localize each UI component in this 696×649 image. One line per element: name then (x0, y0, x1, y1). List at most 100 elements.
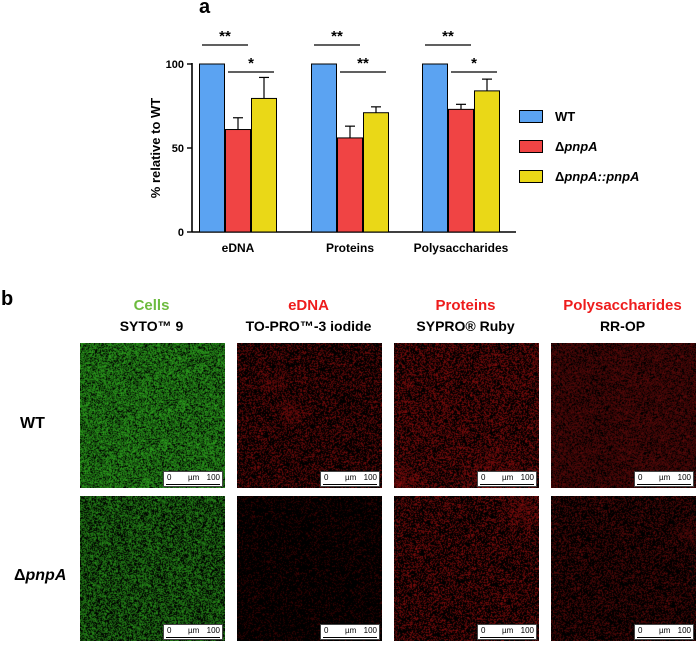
x-tick-label-proteins: Proteins (326, 241, 374, 255)
bar-polysaccharides-1 (448, 108, 474, 233)
scale-bar-end: 100 (520, 473, 534, 482)
scale-bar-unit: µm (188, 473, 200, 482)
scale-bar-ticks (637, 634, 691, 638)
bar-polysaccharides-0 (422, 63, 448, 233)
scale-bar: 0 µm 100 (477, 624, 537, 640)
scale-bar-ticks (323, 481, 377, 485)
significance-label-4: ** (442, 28, 454, 45)
column-target-edna: eDNA (288, 297, 329, 314)
legend-item-pnpa: ΔpnpA (519, 134, 639, 158)
scale-bar-unit: µm (345, 473, 357, 482)
legend-swatch-pnpa-complement (519, 169, 543, 183)
scale-bar-unit: µm (659, 473, 671, 482)
micrograph-image (237, 343, 382, 488)
scale-bar-end: 100 (520, 626, 534, 635)
legend-item-wt: WT (519, 104, 639, 128)
legend-label-pnpa-complement: ΔpnpA::pnpA (555, 168, 640, 184)
column-dye-cells: SYTO™ 9 (119, 318, 184, 334)
scale-bar-start: 0 (481, 473, 486, 482)
x-tick-label-edna: eDNA (222, 241, 255, 255)
bar-edna-0 (199, 63, 225, 233)
y-tick-label-100: 100 (166, 59, 184, 71)
bar-edna-1 (225, 129, 251, 233)
scale-bar-start: 0 (324, 473, 329, 482)
panel-b-label: b (1, 288, 14, 310)
scale-bar-start: 0 (167, 473, 172, 482)
bar-polysaccharides-2 (474, 90, 500, 233)
micrograph-pnpa-cells: 0 µm 100 (80, 496, 225, 641)
micrograph-image (551, 496, 696, 641)
bar-proteins-2 (363, 112, 389, 233)
legend-label-wt: WT (555, 108, 576, 124)
scale-bar-ticks (166, 481, 220, 485)
scale-bar-ticks (166, 634, 220, 638)
micrograph-wt-polysaccharides: 0 µm 100 (551, 343, 696, 488)
significance-label-2: ** (331, 28, 343, 45)
legend-swatch-wt (519, 109, 543, 123)
micrograph-pnpa-proteins: 0 µm 100 (394, 496, 539, 641)
scale-bar-unit: µm (188, 626, 200, 635)
panel-a-label: a (199, 0, 211, 18)
micrograph-image (551, 343, 696, 488)
column-dye-polysaccharides: RR-OP (599, 318, 646, 334)
legend-item-pnpa-complement: ΔpnpA::pnpA (519, 164, 639, 188)
micrograph-pnpa-polysaccharides: 0 µm 100 (551, 496, 696, 641)
scale-bar-start: 0 (481, 626, 486, 635)
scale-bar-end: 100 (677, 626, 691, 635)
micrograph-image (80, 343, 225, 488)
legend-swatch-pnpa (519, 139, 543, 153)
x-tick-label-polysaccharides: Polysaccharides (414, 241, 509, 255)
scale-bar-unit: µm (502, 626, 514, 635)
bar-proteins-1 (337, 137, 363, 233)
scale-bar: 0 µm 100 (163, 471, 223, 487)
row-label-pnpa: ΔpnpA (14, 567, 67, 584)
bar-chart: 0 50 100 % relative to WT eDNA Proteins Polysa… (148, 28, 516, 255)
legend-label-pnpa: ΔpnpA (555, 138, 598, 154)
micrograph-wt-cells: 0 µm 100 (80, 343, 225, 488)
scale-bar: 0 µm 100 (634, 624, 694, 640)
scale-bar-ticks (637, 481, 691, 485)
scale-bar-unit: µm (659, 626, 671, 635)
scale-bar-start: 0 (167, 626, 172, 635)
y-axis-label: % relative to WT (148, 98, 163, 198)
scale-bar: 0 µm 100 (163, 624, 223, 640)
scale-bar-end: 100 (677, 473, 691, 482)
column-header-proteins: Proteins SYPRO® Ruby (393, 296, 538, 335)
column-header-polysaccharides: Polysaccharides RR-OP (550, 296, 695, 335)
bar-proteins-0 (311, 63, 337, 233)
significance-label-0: ** (219, 28, 231, 45)
scale-bar-start: 0 (638, 626, 643, 635)
column-dye-proteins: SYPRO® Ruby (416, 318, 515, 334)
micrograph-image (394, 343, 539, 488)
micrograph-wt-proteins: 0 µm 100 (394, 343, 539, 488)
scale-bar-ticks (323, 634, 377, 638)
y-tick-label-0: 0 (178, 227, 184, 239)
micrograph-wt-edna: 0 µm 100 (237, 343, 382, 488)
micrograph-pnpa-edna: 0 µm 100 (237, 496, 382, 641)
scale-bar-start: 0 (324, 626, 329, 635)
scale-bar-unit: µm (502, 473, 514, 482)
scale-bar-start: 0 (638, 473, 643, 482)
scale-bar-end: 100 (363, 473, 377, 482)
significance-label-5: * (471, 55, 477, 72)
column-header-cells: Cells SYTO™ 9 (79, 296, 224, 335)
significance-label-1: * (248, 55, 254, 72)
scale-bar-end: 100 (206, 626, 220, 635)
column-target-polysaccharides: Polysaccharides (563, 297, 682, 314)
scale-bar-end: 100 (363, 626, 377, 635)
scale-bar-ticks (480, 634, 534, 638)
chart-legend: WT ΔpnpA ΔpnpA::pnpA (519, 104, 639, 194)
scale-bar-unit: µm (345, 626, 357, 635)
column-target-cells: Cells (133, 297, 170, 314)
column-dye-edna: TO-PRO™-3 iodide (245, 318, 372, 334)
row-label-wt: WT (20, 415, 45, 432)
scale-bar: 0 µm 100 (320, 624, 380, 640)
scale-bar: 0 µm 100 (320, 471, 380, 487)
column-header-edna: eDNA TO-PRO™-3 iodide (236, 296, 381, 335)
micrograph-image (80, 496, 225, 641)
bar-edna-2 (251, 97, 277, 233)
column-target-proteins: Proteins (435, 297, 496, 314)
micrograph-image (237, 496, 382, 641)
scale-bar: 0 µm 100 (477, 471, 537, 487)
scale-bar-ticks (480, 481, 534, 485)
